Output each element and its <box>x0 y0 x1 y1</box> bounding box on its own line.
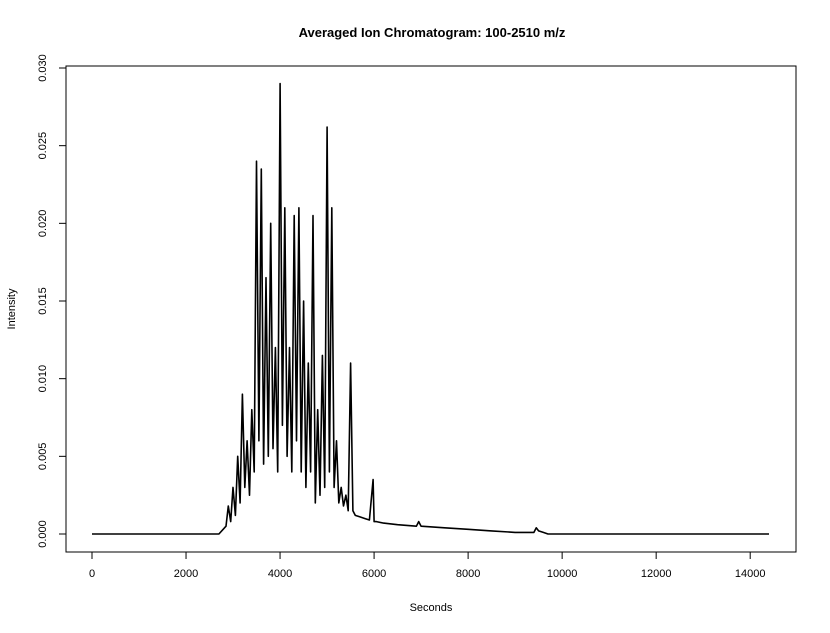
plot-frame <box>65 65 797 553</box>
intensity-series-line <box>92 82 769 535</box>
y-tick-label: 0.015 <box>37 287 49 315</box>
y-tick-label: 0.025 <box>37 132 49 160</box>
x-tick-label: 14000 <box>735 568 766 580</box>
x-tick-label: 10000 <box>547 568 578 580</box>
chart-title: Averaged Ion Chromatogram: 100-2510 m/z <box>299 25 566 40</box>
y-axis-label: Intensity <box>6 288 18 329</box>
x-tick-label: 8000 <box>456 568 480 580</box>
x-axis: 0 2000 4000 6000 8000 10000 12000 14000 <box>89 551 766 580</box>
y-tick-label: 0.020 <box>37 210 49 238</box>
x-axis-label: Seconds <box>410 602 453 614</box>
y-tick-label: 0.010 <box>37 365 49 393</box>
x-tick-label: 4000 <box>268 568 292 580</box>
y-tick-label: 0.030 <box>37 54 49 82</box>
x-tick-label: 12000 <box>641 568 672 580</box>
x-tick-label: 2000 <box>174 568 198 580</box>
x-tick-label: 0 <box>89 568 95 580</box>
x-tick-label: 6000 <box>362 568 386 580</box>
y-tick-label: 0.000 <box>37 520 49 548</box>
y-axis: 0.000 0.005 0.010 0.015 0.020 0.025 0.030 <box>37 54 67 548</box>
y-tick-label: 0.005 <box>37 443 49 471</box>
